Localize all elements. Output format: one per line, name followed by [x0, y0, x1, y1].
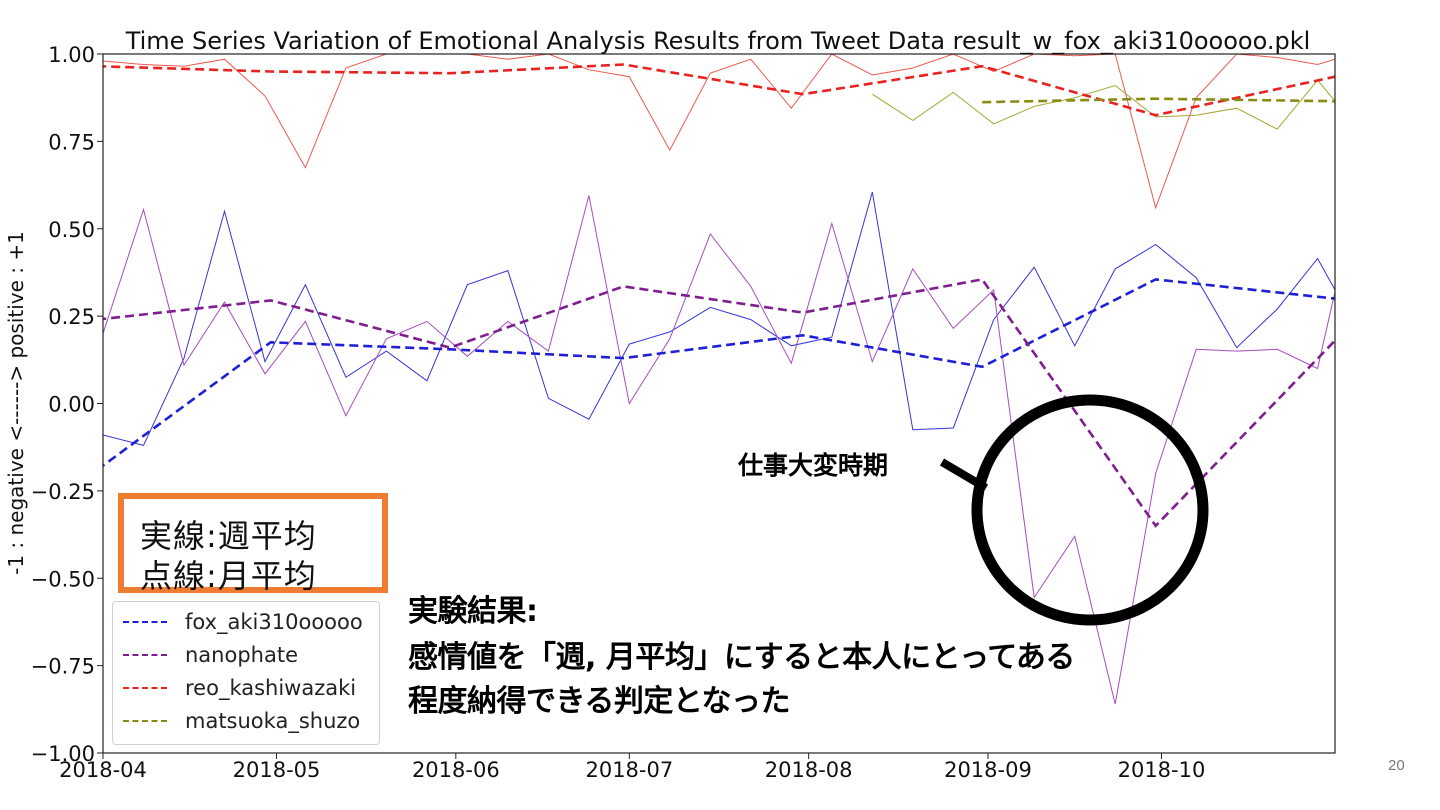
note-weekly-solid: 実線:週平均	[140, 517, 317, 555]
monthly-average-line	[103, 277, 1335, 528]
legend-swatch	[123, 720, 167, 722]
y-tick-label: −1.00	[31, 742, 95, 766]
y-axis-label: -1 : negative <------> positive : +1	[4, 231, 28, 575]
chart-legend: fox_aki310ooooo nanophate reo_kashiwazak…	[112, 601, 380, 745]
legend-item: reo_kashiwazaki	[123, 673, 356, 703]
weekly-average-line	[103, 195, 1335, 705]
legend-label: fox_aki310ooooo	[185, 610, 363, 634]
y-tick-label: −0.75	[31, 655, 95, 679]
x-tick-label: 2018-07	[585, 758, 673, 782]
highlight-circle	[971, 394, 1209, 626]
result-line: 程度納得できる判定となった	[408, 684, 791, 719]
y-tick-label: 0.75	[48, 130, 95, 154]
monthly-average-line	[982, 97, 1335, 104]
weekly-average-line	[103, 53, 1335, 210]
legend-item: matsuoka_shuzo	[123, 706, 360, 736]
y-tick-label: 0.50	[48, 218, 95, 242]
y-tick-label: 0.00	[48, 393, 95, 417]
y-tick-label: −0.50	[31, 567, 95, 591]
annotation-pointer	[939, 458, 989, 492]
page-number: 20	[1388, 757, 1405, 774]
busy-period-label: 仕事大変時期	[738, 451, 889, 480]
x-tick-label: 2018-10	[1118, 758, 1206, 782]
x-tick-label: 2018-09	[944, 758, 1032, 782]
y-tick-label: −0.25	[31, 480, 95, 504]
legend-label: matsuoka_shuzo	[185, 709, 361, 733]
x-tick-label: 2018-06	[412, 758, 500, 782]
legend-swatch	[123, 621, 167, 623]
note-monthly-dashed: 点線:月平均	[140, 557, 317, 595]
legend-item: fox_aki310ooooo	[123, 607, 363, 637]
weekly-average-line	[872, 79, 1335, 130]
legend-label: nanophate	[185, 643, 298, 667]
monthly-average-line	[103, 63, 1335, 117]
y-tick-label: 0.25	[48, 305, 95, 329]
result-line: 感情値を「週, 月平均」にすると本人にとってある	[408, 640, 1075, 675]
x-tick-label: 2018-05	[233, 758, 321, 782]
x-tick-label: 2018-08	[765, 758, 853, 782]
legend-item: nanophate	[123, 640, 298, 670]
x-tick-label: 2018-04	[59, 758, 147, 782]
legend-label: reo_kashiwazaki	[185, 676, 357, 700]
legend-swatch	[123, 687, 167, 689]
monthly-average-line	[103, 278, 1335, 468]
line-style-note: 実線:週平均 点線:月平均	[118, 493, 388, 595]
result-heading: 実験結果:	[408, 594, 538, 629]
chart-title: Time Series Variation of Emotional Analy…	[125, 27, 1311, 55]
weekly-average-line	[103, 191, 1335, 446]
legend-swatch	[123, 654, 167, 656]
y-tick-label: 1.00	[48, 43, 95, 67]
